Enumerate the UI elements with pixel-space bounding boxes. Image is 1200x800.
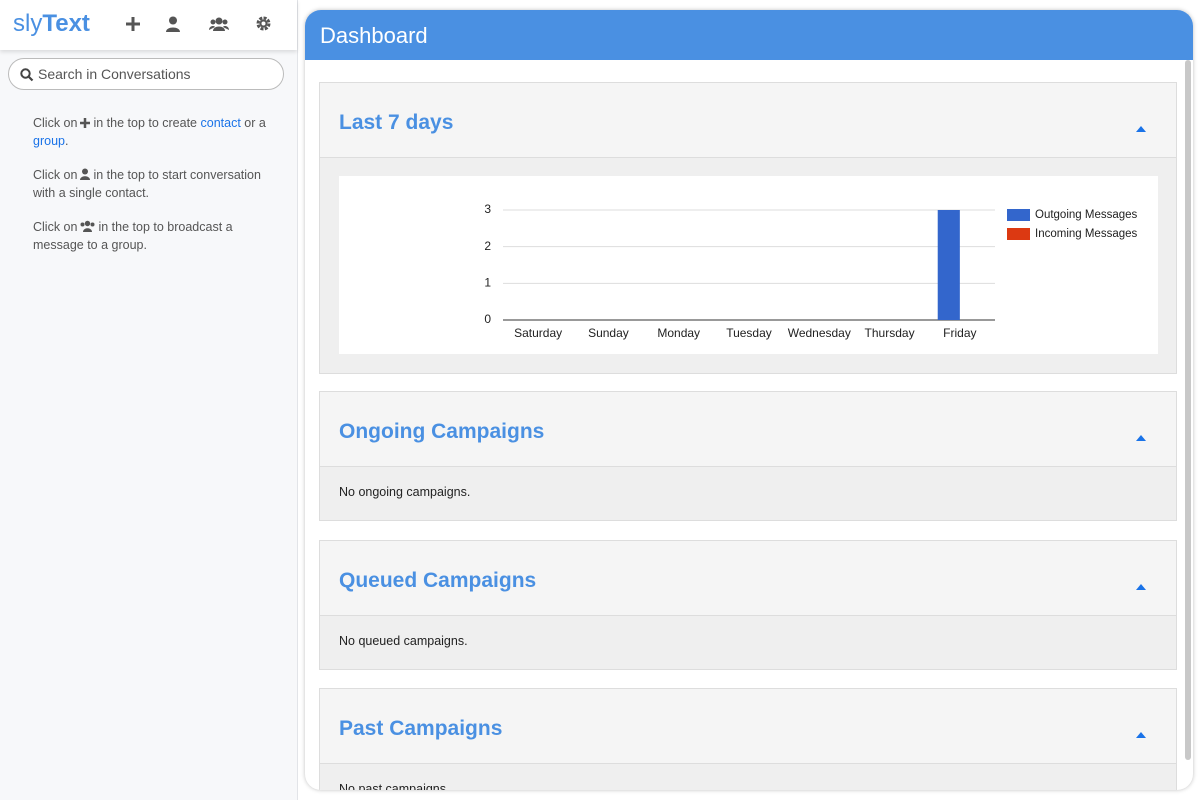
section-body: No queued campaigns. — [339, 634, 468, 648]
bar — [937, 210, 960, 320]
add-icon[interactable] — [125, 16, 141, 32]
y-tick-label: 1 — [484, 276, 491, 290]
top-bar: slyText — [0, 0, 297, 50]
section-title: Queued Campaigns — [339, 569, 537, 592]
dashboard: Dashboard Last 7 days 0 1 2 3 Saturday Sunday… — [305, 10, 1193, 790]
y-tick-label: 0 — [484, 312, 491, 326]
settings-icon[interactable] — [256, 16, 271, 31]
help: or a — [244, 116, 266, 130]
section-header[interactable]: Ongoing Campaigns — [320, 392, 1176, 467]
section-title: Ongoing Campaigns — [339, 420, 545, 443]
section-header[interactable]: Last 7 days — [320, 83, 1176, 158]
help-text: Click on in the top to start conversation… — [33, 166, 273, 202]
legend-swatch — [1007, 209, 1030, 221]
x-tick-label: Monday — [657, 326, 700, 340]
y-tick-label: 3 — [484, 202, 491, 216]
section: Queued Campaigns No queued campaigns. — [319, 540, 1177, 670]
help: . — [64, 134, 69, 148]
legend-label: Outgoing Messages — [1035, 209, 1138, 221]
section-header[interactable]: Queued Campaigns — [320, 541, 1176, 616]
section-title: Last 7 days — [339, 111, 454, 134]
collapse-caret[interactable] — [1136, 126, 1146, 132]
y-tick-label: 2 — [484, 239, 491, 253]
brand: slyText — [13, 10, 90, 38]
help-text: Click on in the top to create contact or … — [33, 114, 273, 150]
section: Past Campaigns No past campaigns. — [319, 688, 1177, 790]
help: Click on — [33, 220, 78, 234]
scrollbar[interactable] — [1185, 60, 1191, 760]
collapse-caret[interactable] — [1136, 584, 1146, 590]
help: in the top to create — [93, 116, 198, 130]
help: in the top to broadcast a message to a g… — [33, 220, 233, 252]
x-tick-label: Wednesday — [788, 326, 851, 340]
user-icon — [80, 168, 91, 180]
legend-label: Incoming Messages — [1035, 228, 1138, 240]
x-tick-label: Sunday — [588, 326, 629, 340]
section-header[interactable]: Past Campaigns — [320, 689, 1176, 764]
x-tick-label: Friday — [943, 326, 976, 340]
section: Ongoing Campaigns No ongoing campaigns. — [319, 391, 1177, 521]
dashboard-title: Dashboard — [305, 10, 1193, 60]
chart-area: 0 1 2 3 Saturday Sunday Monday Tuesday Wednesday… — [339, 176, 1158, 354]
help: Click on — [33, 116, 78, 130]
contact-link[interactable]: contact — [200, 116, 241, 130]
collapse-caret[interactable] — [1136, 732, 1146, 738]
help: in the top to start conversation with a … — [33, 168, 261, 200]
sidebar: slyText Search in Conversations Click on… — [0, 0, 298, 800]
contact-icon[interactable] — [166, 16, 180, 32]
help: Click on — [33, 168, 78, 182]
group-link[interactable]: group — [33, 134, 65, 148]
chart: 0 1 2 3 Saturday Sunday Monday Tuesday Wednesday… — [484, 202, 1138, 340]
section-body: No past campaigns. — [339, 782, 450, 790]
section-body: No ongoing campaigns. — [339, 485, 471, 499]
group-icon[interactable] — [209, 16, 229, 32]
collapse-caret[interactable] — [1136, 435, 1146, 441]
brand-a: sly — [13, 10, 43, 37]
section: Last 7 days 0 1 2 3 Saturday Sunday Monday Tues… — [319, 82, 1177, 374]
help-text: Click on in the top to broadcast a messag… — [33, 218, 273, 254]
search-icon — [20, 68, 34, 82]
search-box[interactable]: Search in Conversations — [8, 58, 284, 90]
search-placeholder: Search in Conversations — [38, 66, 191, 82]
legend-swatch — [1007, 228, 1030, 240]
users-icon — [80, 220, 95, 232]
section-title: Past Campaigns — [339, 717, 503, 740]
x-tick-label: Tuesday — [726, 326, 772, 340]
x-tick-label: Saturday — [514, 326, 562, 340]
x-tick-label: Thursday — [865, 326, 915, 340]
plus-icon — [80, 118, 91, 128]
brand-b: Text — [42, 10, 90, 37]
